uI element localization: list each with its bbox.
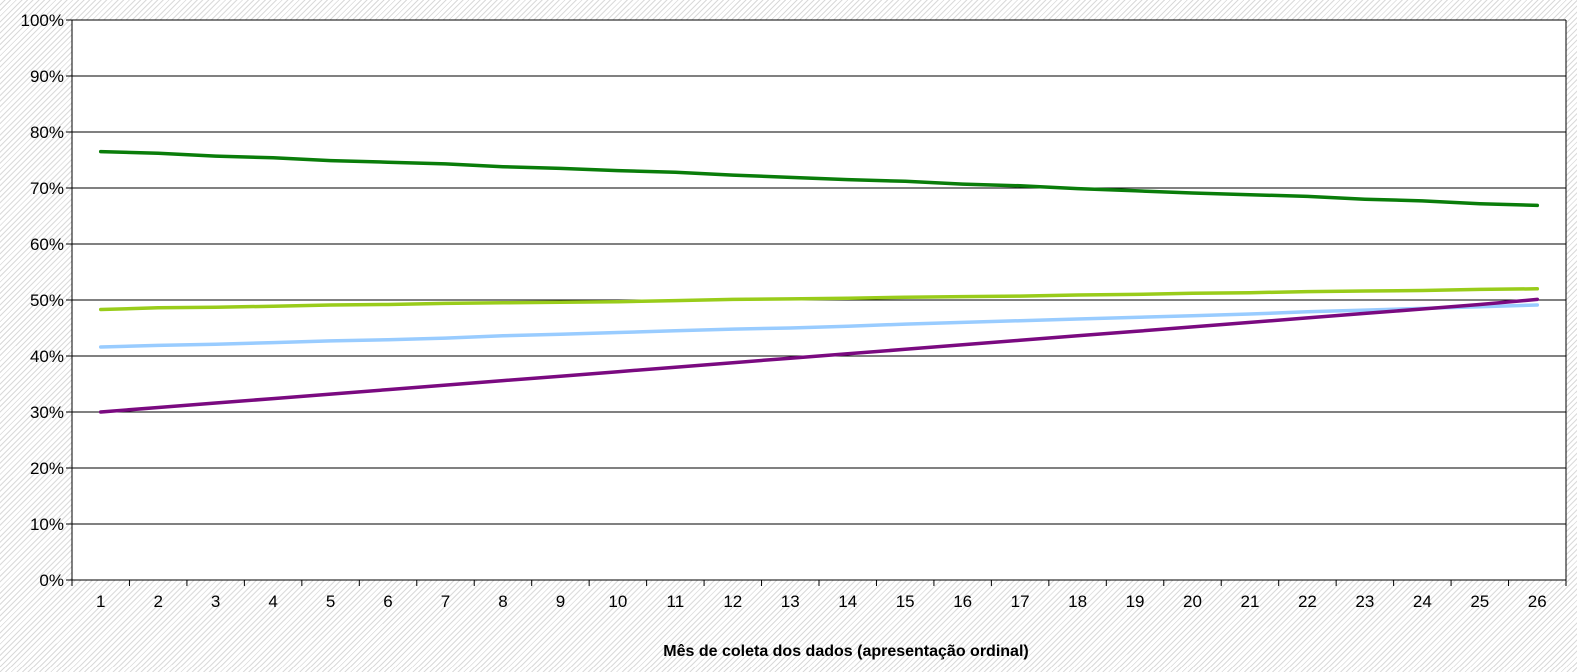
x-tick-label: 22 <box>1298 592 1317 611</box>
x-tick-label: 26 <box>1528 592 1547 611</box>
y-tick-label: 20% <box>30 459 64 478</box>
x-tick-label: 3 <box>211 592 220 611</box>
x-tick-label: 24 <box>1413 592 1432 611</box>
x-tick-label: 10 <box>608 592 627 611</box>
y-tick-label: 100% <box>21 11 64 30</box>
x-tick-label: 13 <box>781 592 800 611</box>
y-tick-label: 50% <box>30 291 64 310</box>
x-tick-label: 7 <box>441 592 450 611</box>
x-tick-label: 16 <box>953 592 972 611</box>
x-tick-label: 25 <box>1470 592 1489 611</box>
x-tick-label: 11 <box>667 592 685 611</box>
x-tick-label: 8 <box>498 592 507 611</box>
y-tick-label: 30% <box>30 403 64 422</box>
series-line-1 <box>98 149 1540 208</box>
x-tick-label: 18 <box>1068 592 1087 611</box>
series-line-2 <box>98 287 1540 312</box>
x-tick-label: 23 <box>1355 592 1374 611</box>
x-tick-label: 9 <box>556 592 565 611</box>
x-tick-label: 5 <box>326 592 335 611</box>
y-tick-label: 70% <box>30 179 64 198</box>
series-line-4 <box>98 297 1540 414</box>
x-tick-label: 6 <box>383 592 392 611</box>
x-tick-label: 1 <box>96 592 105 611</box>
x-tick-label: 2 <box>153 592 162 611</box>
series-line-3 <box>98 303 1540 349</box>
x-tick-label: 12 <box>723 592 742 611</box>
x-tick-label: 20 <box>1183 592 1202 611</box>
y-tick-label: 10% <box>30 515 64 534</box>
x-tick-label: 19 <box>1126 592 1145 611</box>
x-tick-label: 14 <box>838 592 857 611</box>
x-tick-label: 15 <box>896 592 915 611</box>
x-axis-title: Mês de coleta dos dados (apresentação or… <box>663 643 1028 660</box>
y-tick-label: 80% <box>30 123 64 142</box>
x-tick-label: 17 <box>1011 592 1030 611</box>
x-tick-label: 21 <box>1241 592 1260 611</box>
y-tick-label: 0% <box>39 571 64 590</box>
x-tick-label: 4 <box>268 592 277 611</box>
y-tick-label: 60% <box>30 235 64 254</box>
y-tick-label: 40% <box>30 347 64 366</box>
y-tick-label: 90% <box>30 67 64 86</box>
